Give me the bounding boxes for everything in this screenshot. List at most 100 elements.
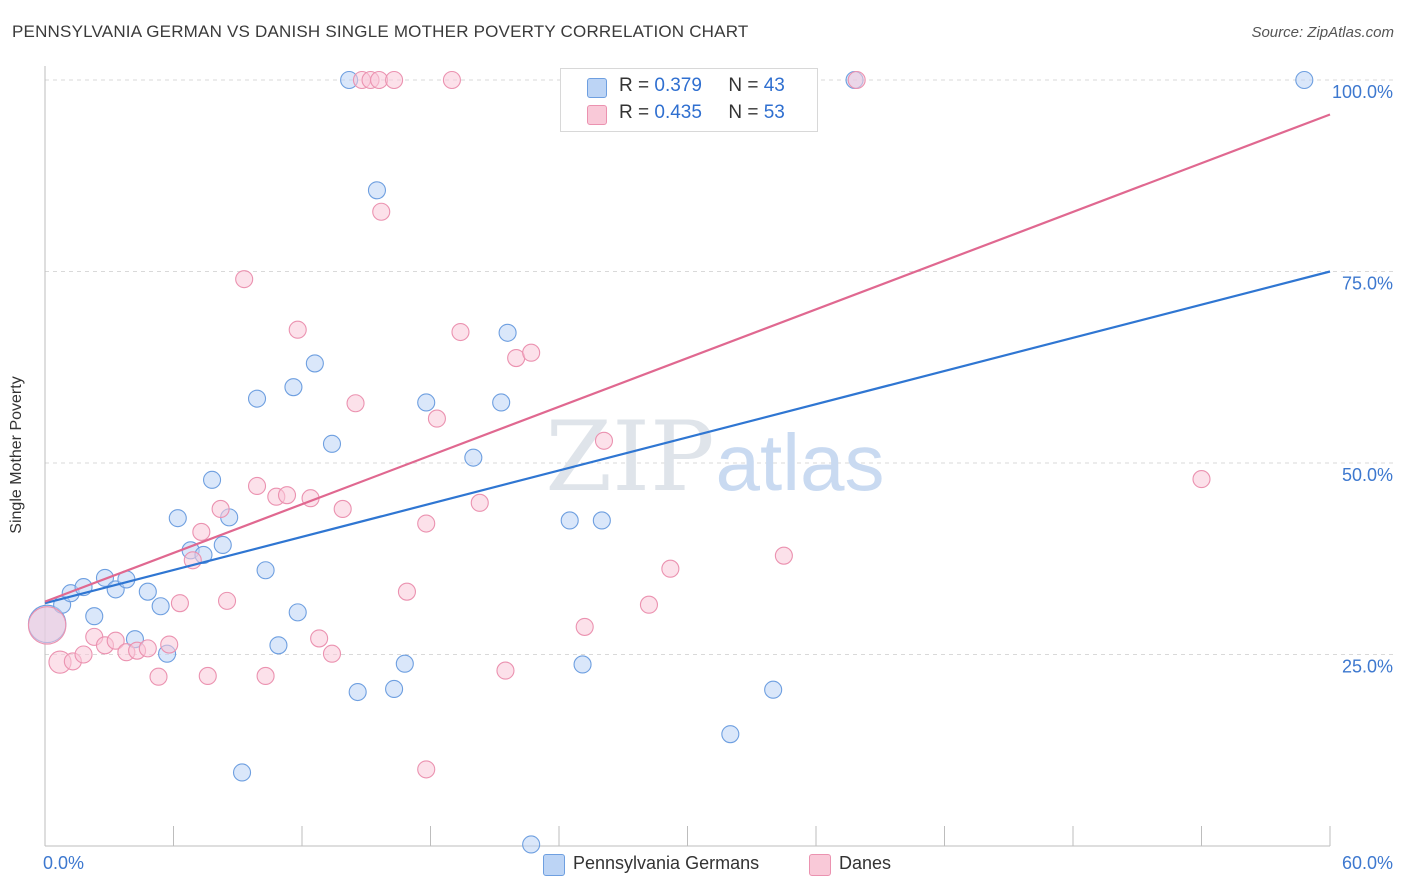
- point-danes: [847, 70, 866, 90]
- legend-r-label: R =: [619, 102, 650, 123]
- point-pennsylvania-germans: [417, 393, 436, 412]
- point-danes: [277, 486, 297, 505]
- legend-label: Danes: [839, 853, 892, 873]
- point-danes: [149, 667, 168, 686]
- legend-r-label: R =: [619, 75, 650, 96]
- point-pennsylvania-germans: [492, 393, 511, 412]
- point-pennsylvania-germans: [522, 835, 541, 854]
- y-tick-labels: 25.0% 50.0% 75.0% 100.0%: [1332, 82, 1393, 677]
- y-tick-label: 25.0%: [1342, 657, 1393, 677]
- legend-n-label: N =: [728, 75, 759, 96]
- legend-n-value: 53: [763, 102, 785, 123]
- point-pennsylvania-germans: [151, 597, 170, 616]
- point-pennsylvania-germans: [168, 509, 187, 528]
- legend-r-value: 0.435: [654, 102, 702, 123]
- legend-n-value: 43: [763, 75, 785, 96]
- y-tick-label: 75.0%: [1342, 274, 1393, 294]
- x-tick-label-max: 60.0%: [1342, 853, 1393, 873]
- trend-line-pennsylvania-germans: [44, 270, 1331, 605]
- watermark: ZIP atlas: [545, 401, 884, 513]
- point-danes: [372, 202, 391, 221]
- legend-r-value: 0.379: [654, 75, 702, 96]
- point-danes: [427, 409, 446, 428]
- point-danes: [288, 320, 307, 339]
- point-pennsylvania-germans: [573, 655, 592, 674]
- point-danes: [417, 760, 436, 779]
- point-danes: [639, 595, 659, 614]
- point-pennsylvania-germans: [592, 511, 611, 530]
- point-pennsylvania-germans: [232, 763, 252, 782]
- point-pennsylvania-germans: [367, 181, 387, 200]
- correlation-legend: R = 0.379 N = 43 R = 0.435 N = 53: [560, 68, 818, 132]
- point-pennsylvania-germans: [284, 378, 303, 397]
- point-pennsylvania-germans: [560, 511, 579, 530]
- point-danes: [507, 349, 526, 368]
- point-pennsylvania-germans: [247, 389, 267, 408]
- trend-lines: [44, 113, 1331, 605]
- point-danes: [192, 522, 211, 541]
- point-pennsylvania-germans: [269, 636, 288, 655]
- point-danes: [470, 493, 489, 512]
- point-danes: [385, 70, 404, 90]
- legend-label: Pennsylvania Germans: [573, 853, 760, 873]
- point-pennsylvania-germans: [203, 470, 222, 489]
- point-danes: [442, 70, 461, 90]
- point-danes: [106, 631, 125, 650]
- point-danes: [198, 666, 217, 685]
- legend-swatch-blue: [587, 78, 607, 98]
- point-pennsylvania-germans: [385, 679, 404, 699]
- point-danes: [217, 591, 237, 610]
- point-pennsylvania-germans: [85, 607, 104, 626]
- point-danes: [451, 322, 470, 342]
- point-danes: [160, 635, 179, 654]
- chart-title: PENNSYLVANIA GERMAN VS DANISH SINGLE MOT…: [12, 22, 749, 41]
- point-danes: [397, 582, 416, 601]
- point-danes: [310, 629, 329, 648]
- point-danes: [522, 343, 541, 362]
- point-pennsylvania-germans: [305, 354, 324, 373]
- point-danes: [594, 431, 614, 450]
- point-pennsylvania-germans: [288, 603, 307, 622]
- point-danes: [247, 476, 267, 496]
- watermark-atlas: atlas: [716, 418, 885, 507]
- point-danes: [333, 499, 352, 519]
- point-danes: [138, 639, 157, 658]
- watermark-zip: ZIP: [545, 401, 714, 513]
- legend-n-label: N =: [728, 102, 759, 123]
- point-pennsylvania-germans: [1295, 70, 1314, 90]
- point-pennsylvania-germans: [764, 680, 783, 699]
- point-danes: [235, 270, 254, 289]
- point-pennsylvania-germans: [395, 654, 414, 673]
- y-axis-label: Single Mother Poverty: [8, 376, 25, 534]
- y-tick-label: 100.0%: [1332, 82, 1393, 102]
- data-points: [27, 70, 1314, 854]
- point-danes: [256, 666, 275, 685]
- point-danes: [496, 661, 515, 680]
- point-danes: [27, 606, 67, 645]
- point-danes: [774, 546, 793, 565]
- point-danes: [575, 617, 594, 636]
- point-danes: [417, 514, 436, 533]
- x-tick-labels: 0.0% 60.0%: [43, 853, 1393, 873]
- point-pennsylvania-germans: [464, 448, 483, 467]
- legend-swatch-pink: [809, 854, 831, 876]
- axes: [44, 66, 1331, 847]
- legend-swatch-blue: [543, 854, 565, 876]
- point-pennsylvania-germans: [721, 725, 740, 744]
- x-tick-label-min: 0.0%: [43, 853, 84, 873]
- point-pennsylvania-germans: [138, 582, 157, 601]
- point-pennsylvania-germans: [348, 682, 367, 702]
- point-danes: [170, 594, 189, 613]
- point-danes: [74, 645, 93, 664]
- point-danes: [346, 394, 365, 413]
- source-label: Source: ZipAtlas.com: [1251, 24, 1394, 41]
- y-tick-label: 50.0%: [1342, 465, 1393, 485]
- point-pennsylvania-germans: [498, 323, 517, 342]
- point-pennsylvania-germans: [256, 561, 275, 580]
- trend-line-danes: [44, 113, 1331, 603]
- point-danes: [1192, 470, 1211, 489]
- point-pennsylvania-germans: [213, 535, 232, 555]
- point-danes: [211, 499, 230, 519]
- point-pennsylvania-germans: [322, 434, 342, 453]
